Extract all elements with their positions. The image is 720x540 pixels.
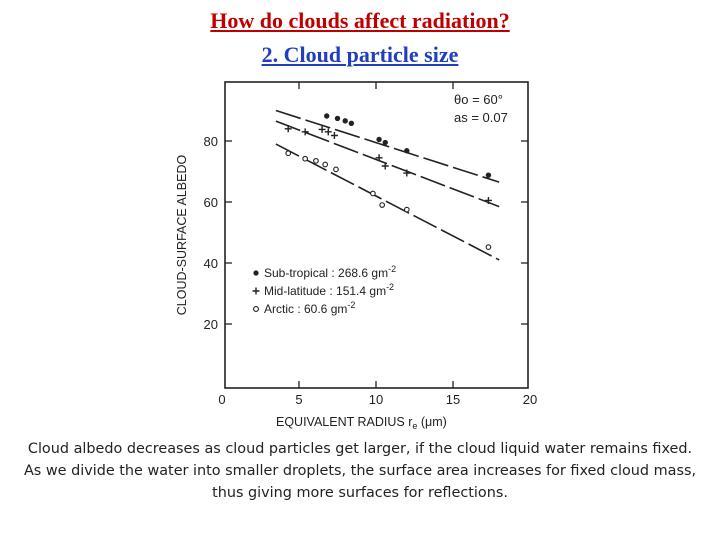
y-tick-label: 60 [204, 195, 218, 210]
data-point [322, 161, 329, 168]
data-point [375, 154, 383, 162]
y-tick-label: 80 [204, 134, 218, 149]
data-point [404, 148, 410, 154]
plot-frame [224, 81, 529, 389]
data-point [485, 244, 492, 250]
data-point [334, 115, 341, 122]
data-point [318, 125, 326, 133]
data-point [301, 128, 309, 136]
x-tick-label: 10 [369, 392, 383, 407]
data-points [284, 113, 492, 250]
data-point [484, 196, 492, 204]
data-point [313, 157, 319, 164]
legend-marker-midlatitude [252, 287, 260, 295]
caption-line: thus giving more surfaces for reflection… [212, 485, 508, 501]
legend-label-midlatitude: Mid-latitude : 151.4 gm-2 [264, 282, 394, 298]
data-point [382, 139, 388, 146]
x-axis-label: EQUIVALENT RADIUS re (μm) [276, 415, 447, 431]
y-axis-label: CLOUD-SURFACE ALBEDO [175, 155, 189, 316]
slide-subtitle: 2. Cloud particle size [261, 42, 459, 67]
data-point [330, 132, 338, 140]
data-point [333, 166, 339, 173]
caption-line: As we divide the water into smaller drop… [23, 463, 697, 479]
data-point [370, 190, 376, 197]
series-1-line [275, 120, 500, 208]
x-tick-label: 0 [218, 392, 225, 407]
data-point [324, 113, 330, 119]
data-point [302, 155, 309, 162]
data-point [379, 202, 386, 208]
data-point [285, 150, 292, 157]
legend: Sub-tropical : 268.6 gm-2 Mid-latitude :… [252, 264, 396, 316]
annotation-theta: θo = 60° [454, 92, 503, 107]
legend-label-arctic: Arctic : 60.6 gm-2 [264, 300, 355, 316]
y-tick-label: 20 [204, 317, 218, 332]
y-tick-label: 40 [204, 256, 218, 271]
data-point [342, 118, 348, 124]
axis-ticks: 0 5 10 15 20 20 40 60 80 [204, 82, 537, 407]
caption: Cloud albedo decreases as cloud particle… [0, 438, 720, 504]
data-point [403, 169, 411, 177]
legend-marker-arctic [253, 306, 259, 312]
data-point [403, 206, 410, 213]
data-point [284, 125, 292, 133]
x-tick-label: 20 [523, 392, 537, 407]
data-point [324, 128, 332, 136]
data-point [485, 172, 492, 178]
legend-marker-subtropical [253, 270, 259, 276]
data-point [381, 162, 389, 170]
fit-lines [275, 109, 500, 261]
annotation-albedo: as = 0.07 [454, 110, 508, 125]
caption-line: Cloud albedo decreases as cloud particle… [27, 441, 693, 457]
series-2-line [275, 143, 500, 261]
data-point [348, 120, 355, 127]
series-0-line [275, 109, 500, 183]
albedo-chart: 0 5 10 15 20 20 40 60 80 θo = 60° as = 0.07 Sub-… [175, 81, 537, 431]
x-tick-label: 15 [446, 392, 460, 407]
slide-title: How do clouds affect radiation? [210, 8, 510, 33]
data-point [376, 136, 382, 143]
legend-label-subtropical: Sub-tropical : 268.6 gm-2 [264, 264, 396, 280]
x-tick-label: 5 [295, 392, 302, 407]
